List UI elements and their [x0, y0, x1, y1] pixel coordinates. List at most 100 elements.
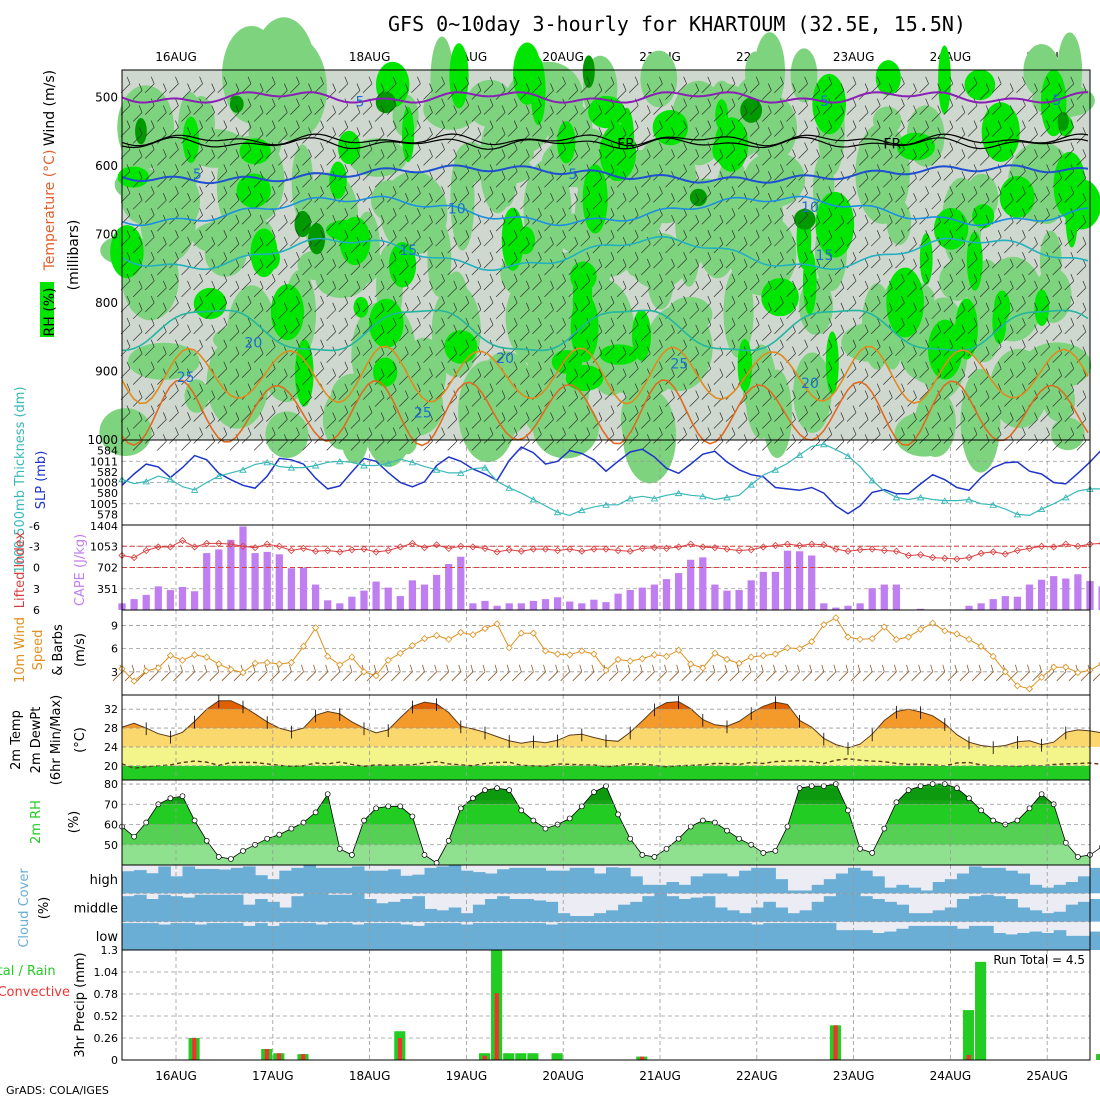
rh-marker — [905, 787, 912, 793]
cloud-middle-cell — [811, 901, 825, 922]
cape-bar — [916, 608, 925, 610]
wind-barb — [265, 164, 276, 181]
wind-barb — [386, 120, 397, 137]
wind-barb — [132, 236, 143, 254]
wind-barb — [471, 390, 482, 407]
wind-speed-marker — [348, 653, 356, 661]
rh-blob-high — [599, 124, 637, 182]
wind-barb — [943, 361, 954, 378]
wind-barb — [713, 324, 724, 341]
wind-barb — [580, 76, 591, 93]
wind-barb — [943, 251, 954, 269]
wind-barb — [834, 346, 845, 363]
rh-marker — [385, 803, 392, 810]
wind-barb — [302, 105, 312, 122]
cloud-middle-cell — [364, 899, 377, 922]
cloud-high-cell — [388, 869, 401, 894]
precip-total-bar — [1096, 1054, 1100, 1060]
rh-blob-high — [631, 309, 652, 361]
wind-barb — [858, 412, 869, 429]
wind-barb — [870, 273, 881, 291]
wind-barb — [907, 258, 917, 276]
rh-blob-high — [501, 207, 524, 271]
rh-blob-high — [353, 296, 369, 318]
contour-label: 20 — [496, 351, 514, 367]
precip-total-bar — [527, 1053, 539, 1060]
rh-blob-high — [896, 132, 936, 161]
temp-line — [121, 700, 1100, 749]
wind-barb — [604, 339, 615, 357]
thickness-tick: 582 — [97, 466, 118, 479]
wind-barb — [435, 361, 445, 378]
wind-speed-marker — [130, 677, 138, 685]
wind-barb — [435, 98, 445, 115]
wind-speed-marker — [203, 653, 211, 661]
rh-2m-label: 2m RH — [29, 800, 44, 844]
surface-wind-barb — [512, 664, 522, 682]
wind-barb — [653, 339, 663, 357]
wind-barb — [217, 383, 228, 400]
wind-barb — [169, 317, 179, 335]
wind-barb — [1016, 251, 1026, 269]
cape-bar — [566, 601, 574, 610]
wind-barb — [241, 76, 252, 93]
rh-blob — [1022, 342, 1092, 389]
cape-bar — [795, 551, 804, 610]
wind-barb — [278, 368, 288, 385]
rh-marker — [820, 783, 827, 789]
cloud-high-cell — [291, 867, 304, 894]
temp-tick: 24 — [104, 741, 118, 754]
wind-barb — [1016, 361, 1026, 378]
wind-barb — [931, 346, 942, 363]
wind-barb — [689, 149, 700, 166]
cloud-low-cell — [956, 928, 970, 950]
slp-tick: 1011 — [90, 455, 118, 468]
cape-bar — [771, 571, 780, 610]
surface-wind-barb — [862, 664, 873, 682]
wind-barb — [1064, 317, 1075, 335]
wind-barb — [991, 142, 1002, 159]
wind-barb — [435, 317, 445, 335]
lifted-index-marker — [675, 543, 683, 551]
cloud-high-cell — [896, 884, 909, 894]
wind-barb — [229, 324, 240, 341]
wind-barb — [507, 405, 518, 422]
surface-wind-barb — [850, 664, 861, 682]
wind-barb — [326, 105, 337, 122]
cape-bar — [880, 584, 888, 610]
wind-barb — [241, 361, 252, 378]
wind-barb — [290, 383, 300, 400]
lifted-index-marker — [1062, 540, 1070, 548]
cape-bar — [614, 593, 622, 610]
wind-barb — [532, 427, 542, 444]
wind-barb — [883, 193, 893, 210]
lifted-index-marker — [796, 541, 804, 550]
wind-barb — [350, 127, 361, 144]
wind-barb — [157, 193, 167, 210]
surface-wind-barb — [971, 664, 982, 682]
wind-barb — [943, 295, 954, 313]
wind-speed-marker — [941, 627, 949, 635]
wind-barb — [991, 383, 1002, 400]
wind-barb — [979, 346, 990, 363]
wind-barb — [616, 368, 627, 385]
wind-barb — [386, 142, 397, 159]
cape-bar — [227, 539, 235, 610]
pressure-tick: 500 — [95, 90, 118, 104]
precip-tick: 0.78 — [94, 988, 119, 1001]
date-tick-bottom: 19AUG — [446, 1069, 488, 1083]
wind-barb — [278, 280, 288, 298]
thickness-marker — [795, 451, 804, 458]
wind-barb — [265, 317, 276, 335]
wind-barb — [798, 98, 808, 115]
lifted-index-marker — [626, 547, 634, 555]
wind-speed-marker — [227, 665, 235, 674]
wind-barb — [665, 324, 675, 341]
cape-bar — [590, 599, 598, 610]
wind-barb — [374, 324, 385, 341]
wind-barb — [181, 236, 191, 254]
wind-speed-marker — [251, 659, 259, 667]
wind-barb — [483, 295, 494, 313]
cloud-high-cell — [436, 866, 450, 894]
